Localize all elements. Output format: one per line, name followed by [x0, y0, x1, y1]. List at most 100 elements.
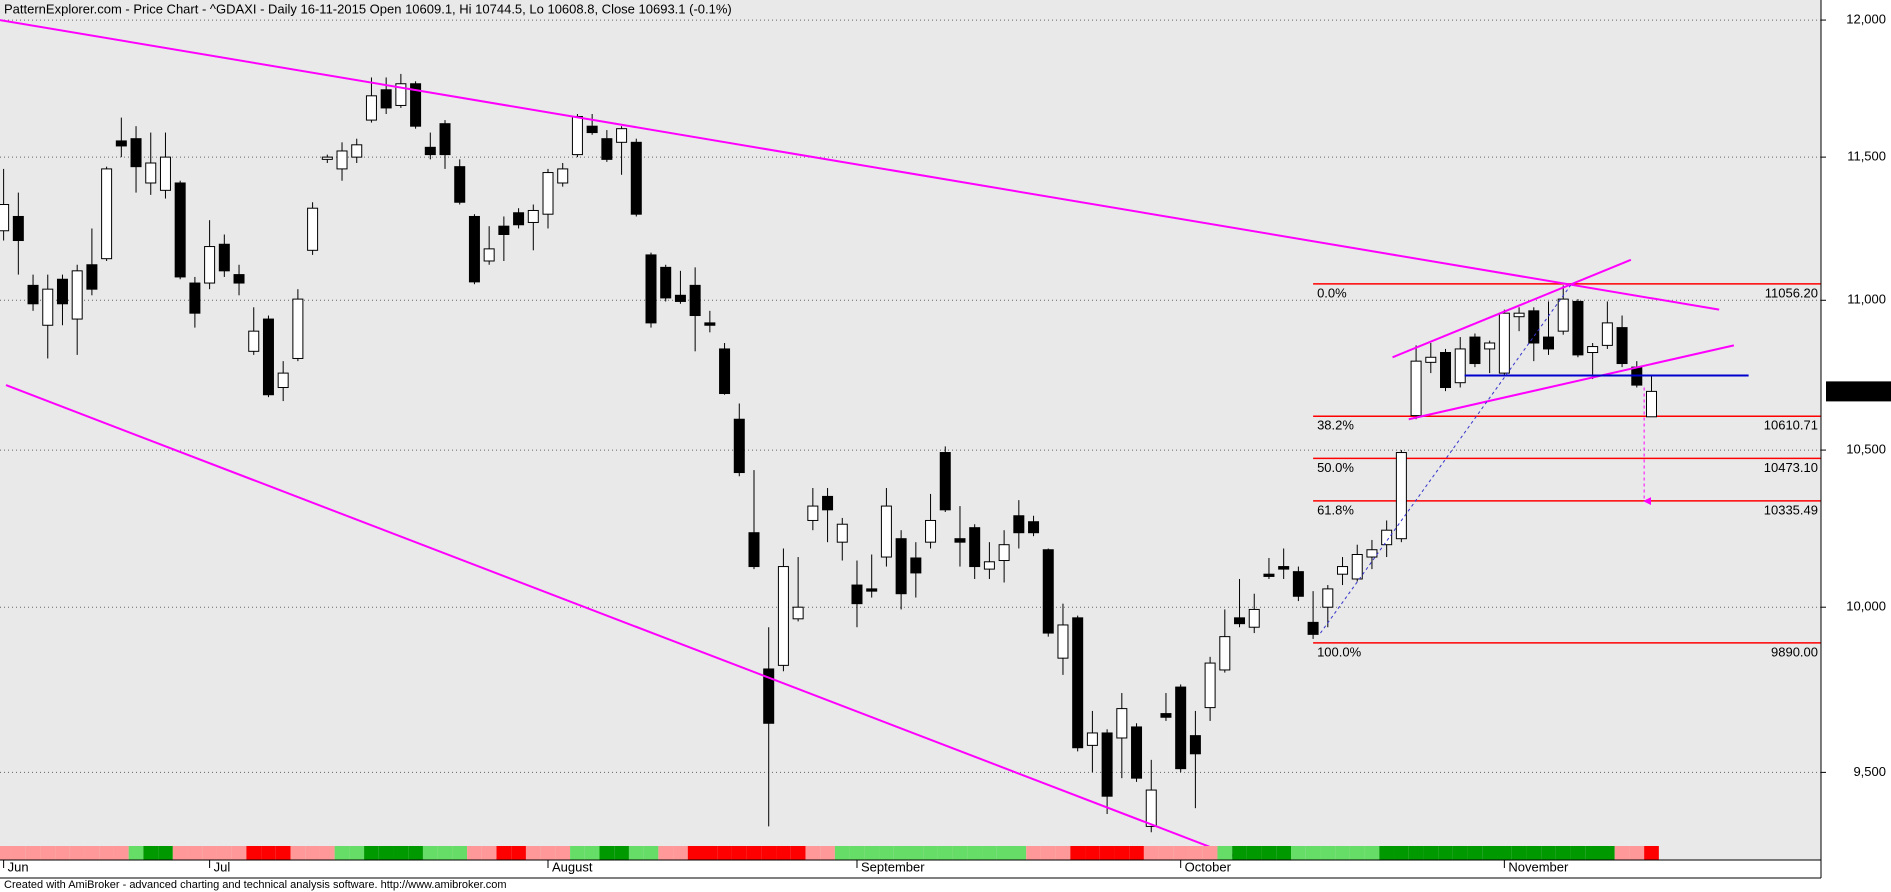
signal-band: [717, 846, 732, 860]
plot-area: 0.0% 11056.20 38.2% 10610.71 50.0% 10473.10 61…: [0, 19, 1821, 860]
signal-band: [1276, 846, 1292, 860]
signal-band: [834, 846, 850, 860]
signal-band: [1099, 846, 1115, 860]
signal-band: [687, 846, 703, 860]
signal-band: [305, 846, 320, 860]
signal-band: [55, 846, 70, 860]
signal-band: [1305, 846, 1321, 860]
signal-band: [99, 846, 114, 860]
signal-band: [1217, 846, 1233, 860]
signal-band: [231, 846, 247, 860]
candle-body: [439, 123, 451, 156]
x-tick-label: October: [1185, 859, 1232, 874]
candle-body: [1513, 312, 1525, 318]
candle-body: [1234, 617, 1246, 625]
candle-body: [145, 162, 157, 184]
candle-body: [218, 243, 230, 272]
candle-body: [1469, 336, 1481, 365]
x-tick-label: August: [552, 859, 593, 874]
candle-body: [12, 215, 24, 242]
candle-body: [586, 125, 598, 134]
fib-label: 38.2%: [1317, 418, 1354, 433]
y-tick-label: 10,000: [1846, 599, 1886, 614]
signal-band: [261, 846, 276, 860]
signal-band: [1614, 846, 1630, 860]
x-tick-label: Jun: [8, 859, 29, 874]
signal-band: [673, 846, 688, 860]
signal-band: [570, 846, 585, 860]
signal-band: [1629, 846, 1645, 860]
candle-body: [836, 523, 848, 543]
candle-body: [954, 538, 966, 543]
signal-band: [996, 846, 1012, 860]
fib-value-label: 9890.00: [1771, 644, 1818, 659]
candle-body: [277, 372, 289, 389]
signal-band: [1438, 846, 1453, 860]
signal-band: [937, 846, 953, 860]
signal-band: [1188, 846, 1203, 860]
signal-band: [1511, 846, 1527, 860]
candle-body: [336, 150, 348, 170]
plot-background: [0, 0, 1821, 860]
candle-body: [748, 532, 760, 568]
candle-body: [1175, 686, 1187, 770]
signal-band: [790, 846, 806, 860]
signal-band: [40, 846, 56, 860]
candle-body: [483, 248, 495, 262]
y-tick-label: 10,500: [1846, 442, 1886, 457]
candle-body: [1337, 566, 1349, 575]
signal-band: [599, 846, 615, 860]
signal-band: [1364, 846, 1380, 860]
candle-body: [86, 264, 98, 290]
signal-band: [849, 846, 865, 860]
candle-body: [1425, 356, 1437, 363]
candle-body: [1160, 713, 1172, 718]
candle-body: [365, 95, 377, 121]
signal-band: [393, 846, 409, 860]
signal-band: [614, 846, 629, 860]
candle-body: [410, 83, 422, 127]
signal-band: [1173, 846, 1189, 860]
signal-band: [1452, 846, 1468, 860]
signal-band: [1482, 846, 1498, 860]
candle-body: [1131, 726, 1143, 779]
candle-body: [1572, 300, 1584, 356]
fib-value-label: 10335.49: [1764, 502, 1818, 517]
signal-band: [893, 846, 909, 860]
signal-band: [69, 846, 85, 860]
signal-band: [158, 846, 173, 860]
candle-body: [1410, 360, 1422, 417]
candle-body: [1543, 336, 1555, 350]
candle-body: [542, 172, 554, 215]
signal-band: [378, 846, 394, 860]
signal-band: [776, 846, 791, 860]
signal-band: [1423, 846, 1439, 860]
signal-band: [982, 846, 997, 860]
signal-band: [496, 846, 512, 860]
candle-body: [0, 204, 10, 232]
candle-body: [719, 348, 731, 395]
candle-body: [1440, 352, 1452, 389]
signal-band: [1232, 846, 1247, 860]
signal-band: [84, 846, 100, 860]
candle-body: [498, 225, 510, 235]
fib-value-label: 11056.20: [1765, 285, 1818, 300]
signal-band: [319, 846, 335, 860]
candle-body: [380, 89, 392, 109]
candle-body: [763, 668, 775, 724]
candle-body: [233, 274, 245, 284]
signal-band: [1408, 846, 1424, 860]
y-tick-label: 12,000: [1846, 12, 1886, 27]
signal-band: [290, 846, 306, 860]
signal-band: [1526, 846, 1542, 860]
candle-body: [395, 83, 407, 106]
signal-band: [923, 846, 938, 860]
signal-band: [746, 846, 762, 860]
last-price-box: [1826, 381, 1891, 402]
candle-body: [895, 538, 907, 595]
candle-body: [1204, 662, 1216, 709]
candle-body: [1601, 322, 1613, 346]
candle-body: [262, 318, 274, 396]
signal-band: [113, 846, 129, 860]
signal-band: [1600, 846, 1615, 860]
